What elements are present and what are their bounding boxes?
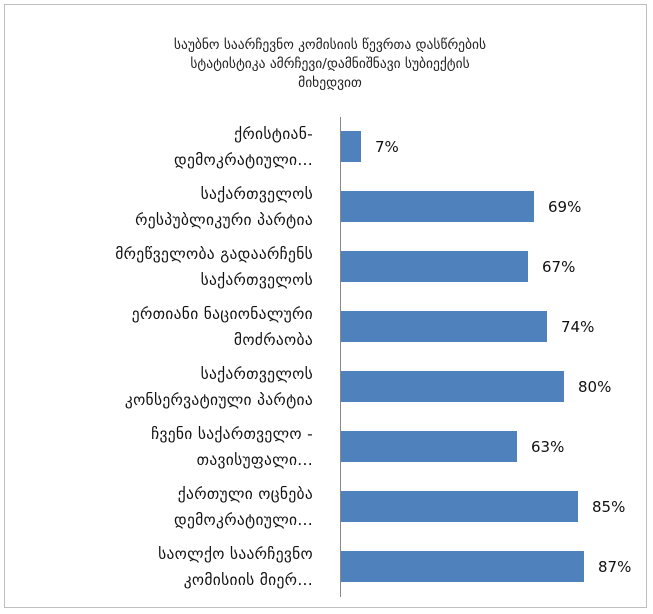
- data-label: 69%: [548, 198, 582, 216]
- chart-title: საუბნო საარჩევნო კომისიის წევრთა დასწრებ…: [173, 37, 487, 91]
- data-label: 63%: [531, 438, 565, 456]
- bar: [341, 551, 584, 582]
- data-label: 67%: [542, 258, 576, 276]
- data-label: 85%: [592, 498, 626, 516]
- bar: [341, 371, 564, 402]
- data-label: 80%: [578, 378, 612, 396]
- data-label: 87%: [598, 558, 632, 576]
- bar: [341, 131, 361, 162]
- bar: [341, 251, 528, 282]
- category-label: საქართველოს კონსერვატიული პარტია: [124, 365, 313, 409]
- category-label: ქრისტიან- დემოკრატიული...: [173, 125, 313, 169]
- data-label: 74%: [561, 318, 595, 336]
- bar: [341, 491, 578, 522]
- bar: [341, 311, 547, 342]
- bar: [341, 431, 517, 462]
- bar: [341, 191, 534, 222]
- category-axis: [340, 117, 341, 597]
- category-label: საოლქო საარჩევნო კომისიის მიერ...: [158, 545, 313, 589]
- category-label: საქართველოს რესპუბლიკური პარტია: [135, 185, 313, 229]
- category-label: ერთიანი ნაციონალური მოძრაობა: [131, 305, 313, 349]
- category-label: ქართული ოცნება დემოკრატიული...: [173, 485, 313, 529]
- data-label: 7%: [375, 138, 399, 156]
- category-label: მრეწველობა გადაარჩენს საქართველოს: [115, 245, 313, 289]
- category-label: ჩვენი საქართველო - თავისუფალი...: [151, 425, 313, 469]
